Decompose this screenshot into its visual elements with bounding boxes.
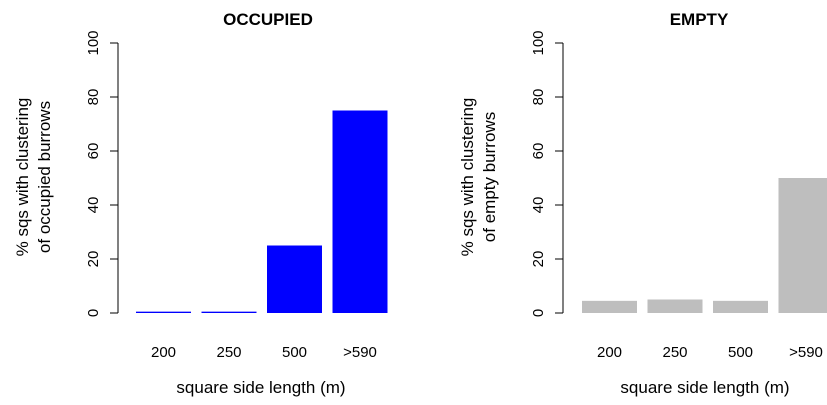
bar xyxy=(136,311,191,313)
x-axis-label: square side length (m) xyxy=(620,378,789,397)
x-axis-label: square side length (m) xyxy=(176,378,345,397)
x-tick-label: 250 xyxy=(216,344,241,361)
panel-occupied: OCCUPIED % sqs with clustering of occupi… xyxy=(13,10,388,397)
x-tick-labels: 200 250 500 >590 xyxy=(151,344,377,361)
panel-empty: EMPTY % sqs with clustering of empty bur… xyxy=(458,10,827,397)
bar xyxy=(647,299,703,313)
y-axis: 0 20 40 60 80 100 xyxy=(530,30,564,317)
y-tick-label: 20 xyxy=(530,251,547,268)
x-tick-label: 500 xyxy=(728,344,753,361)
x-tick-label: 200 xyxy=(151,344,176,361)
y-tick-label: 40 xyxy=(85,197,102,214)
bar xyxy=(201,311,257,313)
y-tick-label: 60 xyxy=(85,143,102,160)
bar xyxy=(713,300,768,313)
y-axis-label-line1: % sqs with clustering xyxy=(13,98,32,257)
x-tick-label: >590 xyxy=(343,344,377,361)
x-tick-label: 200 xyxy=(597,344,622,361)
x-tick-label: >590 xyxy=(789,344,823,361)
bar xyxy=(582,300,637,313)
bar xyxy=(778,178,827,313)
y-tick-label: 40 xyxy=(530,197,547,214)
chart-title: EMPTY xyxy=(670,10,729,29)
chart-title: OCCUPIED xyxy=(223,10,313,29)
y-tick-label: 80 xyxy=(85,89,102,106)
x-tick-label: 250 xyxy=(662,344,687,361)
bars xyxy=(582,178,827,313)
x-tick-label: 500 xyxy=(282,344,307,361)
bar xyxy=(332,110,388,313)
y-axis: 0 20 40 60 80 100 xyxy=(85,30,119,317)
y-tick-label: 100 xyxy=(530,30,547,55)
y-axis-label-line2: of occupied burrows xyxy=(35,101,54,253)
y-tick-label: 0 xyxy=(85,309,102,317)
x-tick-labels: 200 250 500 >590 xyxy=(597,344,823,361)
y-axis-label-line1: % sqs with clustering xyxy=(458,98,477,257)
y-axis-label-line2: of empty burrows xyxy=(480,112,499,242)
y-tick-label: 0 xyxy=(530,309,547,317)
y-tick-label: 80 xyxy=(530,89,547,106)
y-tick-label: 20 xyxy=(85,251,102,268)
y-tick-label: 100 xyxy=(85,30,102,55)
bars xyxy=(136,110,388,313)
bar xyxy=(267,245,322,313)
y-tick-label: 60 xyxy=(530,143,547,160)
